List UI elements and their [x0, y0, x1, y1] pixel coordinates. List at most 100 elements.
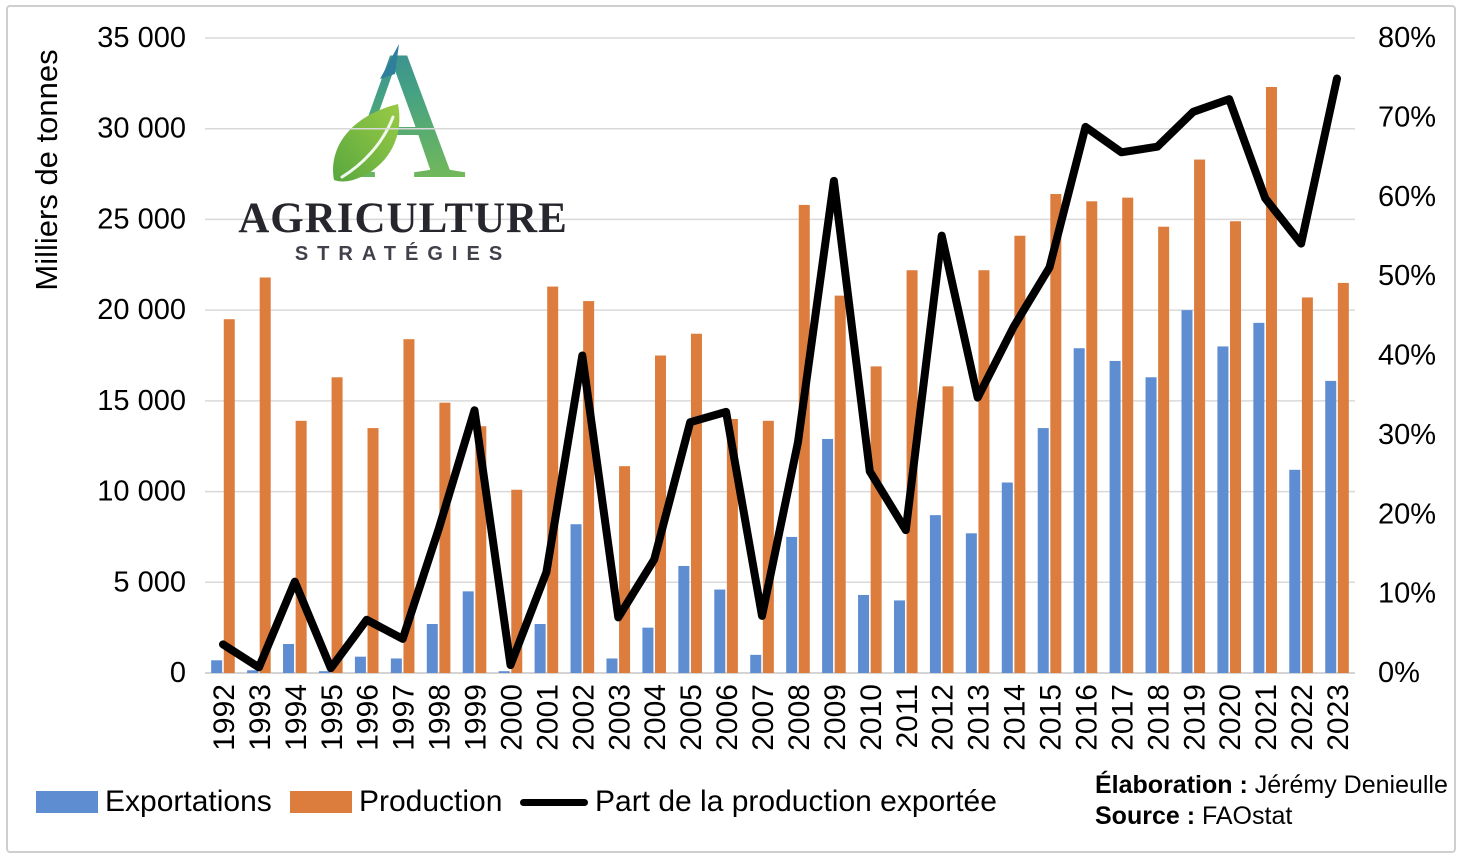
bar-production-2019: [1194, 159, 1206, 674]
agriculture-strategies-logo: A: [333, 13, 466, 217]
bar-production-1998: [439, 402, 451, 673]
x-axis-year-label: 2012: [927, 684, 960, 751]
bar-production-2009: [834, 295, 846, 673]
x-axis-year-label: 2013: [963, 684, 996, 751]
bar-exportations-2003: [606, 658, 618, 673]
bar-production-2013: [978, 270, 990, 673]
bar-production-2016: [1086, 201, 1098, 674]
right-axis-tick-label: 50%: [1378, 260, 1436, 292]
bar-production-1992: [223, 319, 235, 673]
bar-exportations-2000: [498, 671, 510, 673]
right-axis-tick-label: 20%: [1378, 498, 1436, 530]
right-axis-tick-label: 80%: [1378, 22, 1436, 54]
bar-production-2023: [1337, 282, 1349, 673]
bar-exportations-2001: [534, 624, 546, 673]
y-axis-tick-label: 5 000: [113, 566, 186, 598]
bar-exportations-2004: [642, 627, 654, 673]
x-axis-year-label: 2021: [1250, 684, 1283, 751]
bar-production-1997: [403, 339, 415, 673]
x-axis-year-label: 2006: [711, 684, 744, 751]
x-axis-year-label: 1997: [388, 684, 421, 751]
bar-production-2015: [1050, 194, 1062, 673]
bar-exportations-2013: [965, 533, 977, 673]
right-axis-tick-label: 60%: [1378, 181, 1436, 213]
bar-production-2000: [511, 489, 523, 673]
bar-production-2005: [690, 333, 702, 673]
credits-block: Élaboration : Jérémy Denieulle Source : …: [1095, 770, 1448, 832]
y-axis-tick-label: 0: [170, 657, 186, 689]
bar-exportations-2017: [1109, 360, 1121, 673]
bar-exportations-2002: [570, 524, 582, 673]
x-axis-year-label: 1996: [352, 684, 385, 751]
bar-exportations-2015: [1037, 428, 1049, 673]
x-axis-year-label: 2000: [495, 684, 528, 751]
bar-exportations-2022: [1289, 469, 1301, 673]
credit-elaboration: Élaboration : Jérémy Denieulle: [1095, 771, 1448, 799]
bar-production-2002: [583, 301, 595, 673]
right-axis-tick-label: 10%: [1378, 578, 1436, 610]
y-axis-tick-label: 25 000: [97, 203, 186, 235]
legend-item-production: Production: [290, 785, 503, 818]
legend-item-share: Part de la production exportée: [520, 785, 997, 818]
logo-apex-flag: [380, 44, 399, 79]
bar-production-2021: [1265, 86, 1277, 673]
x-axis-year-label: 2019: [1178, 684, 1211, 751]
x-axis-year-label: 2014: [999, 684, 1032, 751]
bar-production-2022: [1301, 297, 1313, 673]
bar-production-1999: [475, 426, 487, 673]
bar-production-2018: [1158, 226, 1170, 673]
bar-exportations-2005: [678, 565, 690, 673]
x-axis-year-label: 2016: [1070, 684, 1103, 751]
production-legend-label: Production: [359, 785, 503, 818]
bar-exportations-2007: [750, 654, 762, 673]
right-axis-tick-label: 0%: [1378, 657, 1420, 689]
x-axis-year-label: 2007: [747, 684, 780, 751]
y-axis-tick-label: 30 000: [97, 113, 186, 145]
logo-leaf-vein: [340, 115, 395, 179]
bar-exportations-1992: [211, 660, 223, 673]
bar-exportations-2014: [1001, 482, 1013, 673]
x-axis-year-label: 2009: [819, 684, 852, 751]
share-legend-label: Part de la production exportée: [595, 785, 997, 818]
bar-production-2020: [1230, 221, 1242, 673]
credit-source: Source : FAOstat: [1095, 802, 1293, 830]
bar-exportations-2010: [858, 594, 870, 673]
share-line-swatch: [520, 798, 588, 806]
right-axis-tick-label: 40%: [1378, 340, 1436, 372]
bar-production-2010: [870, 366, 882, 673]
exportations-legend-label: Exportations: [105, 785, 272, 818]
bar-production-2004: [655, 355, 667, 673]
production-swatch: [290, 791, 352, 813]
x-axis-year-label: 1998: [424, 684, 457, 751]
logo-leaf-icon: [333, 104, 400, 182]
y-axis-tick-label: 15 000: [97, 385, 186, 417]
bar-production-2014: [1014, 235, 1026, 673]
bar-production-2008: [798, 204, 810, 673]
x-axis-year-label: 1994: [280, 684, 313, 751]
bar-production-2012: [942, 386, 954, 673]
bar-exportations-1999: [462, 591, 474, 673]
bar-production-1996: [367, 428, 379, 673]
bar-production-2007: [762, 420, 774, 673]
bar-production-1994: [295, 420, 307, 673]
left-axis-title: Milliers de tonnes: [29, 49, 64, 290]
x-axis-year-label: 2004: [639, 684, 672, 751]
bar-exportations-1994: [283, 643, 295, 673]
right-axis-tick-label: 30%: [1378, 419, 1436, 451]
logo-sub-text: STRATÉGIES: [294, 243, 512, 265]
x-axis-year-label: 2023: [1322, 684, 1355, 751]
x-axis-year-label: 1995: [316, 684, 349, 751]
bar-production-2017: [1122, 197, 1134, 673]
bar-exportations-2008: [786, 536, 798, 673]
bar-production-2001: [547, 286, 559, 673]
x-axis-year-label: 2020: [1214, 684, 1247, 751]
bar-exportations-2012: [929, 515, 941, 673]
bar-exportations-1996: [354, 656, 366, 673]
y-axis-tick-label: 10 000: [97, 476, 186, 508]
bar-exportations-2011: [893, 600, 905, 673]
x-axis-year-label: 1993: [244, 684, 277, 751]
x-axis-year-label: 2003: [603, 684, 636, 751]
bar-exportations-2023: [1325, 380, 1337, 673]
x-axis-year-label: 2002: [567, 684, 600, 751]
